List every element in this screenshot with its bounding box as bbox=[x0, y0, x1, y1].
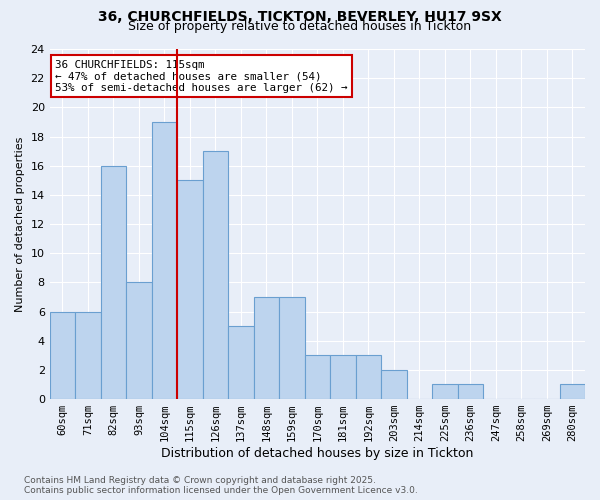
Bar bbox=[203, 151, 228, 399]
Text: Contains HM Land Registry data © Crown copyright and database right 2025.
Contai: Contains HM Land Registry data © Crown c… bbox=[24, 476, 418, 495]
Bar bbox=[356, 356, 381, 399]
Text: 36 CHURCHFIELDS: 115sqm
← 47% of detached houses are smaller (54)
53% of semi-de: 36 CHURCHFIELDS: 115sqm ← 47% of detache… bbox=[55, 60, 347, 92]
Bar bbox=[330, 356, 356, 399]
Bar bbox=[560, 384, 585, 399]
Bar bbox=[381, 370, 407, 399]
Bar bbox=[228, 326, 254, 399]
Bar bbox=[279, 297, 305, 399]
Bar bbox=[305, 356, 330, 399]
Y-axis label: Number of detached properties: Number of detached properties bbox=[15, 136, 25, 312]
Text: 36, CHURCHFIELDS, TICKTON, BEVERLEY, HU17 9SX: 36, CHURCHFIELDS, TICKTON, BEVERLEY, HU1… bbox=[98, 10, 502, 24]
Bar bbox=[152, 122, 177, 399]
Bar bbox=[458, 384, 483, 399]
X-axis label: Distribution of detached houses by size in Tickton: Distribution of detached houses by size … bbox=[161, 447, 473, 460]
Bar bbox=[101, 166, 126, 399]
Bar bbox=[50, 312, 75, 399]
Bar bbox=[177, 180, 203, 399]
Text: Size of property relative to detached houses in Tickton: Size of property relative to detached ho… bbox=[128, 20, 472, 33]
Bar bbox=[126, 282, 152, 399]
Bar bbox=[254, 297, 279, 399]
Bar bbox=[432, 384, 458, 399]
Bar bbox=[75, 312, 101, 399]
